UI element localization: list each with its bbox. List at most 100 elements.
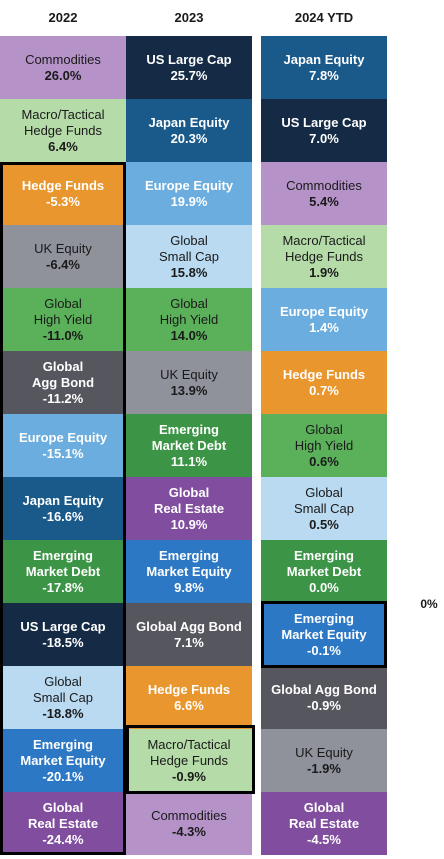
- cell-2023-emerging-market-debt: Emerging Market Debt 11.1%: [126, 414, 252, 477]
- cell-asset-name: Europe Equity: [144, 177, 234, 193]
- cell-2024-ytd-emerging-market-equity: Emerging Market Equity -0.1%: [261, 603, 387, 666]
- year-header-2023: 2023: [174, 9, 204, 25]
- cell-return-value: 10.9%: [170, 516, 208, 532]
- cell-2024-ytd-global-high-yield: Global High Yield 0.6%: [261, 414, 387, 477]
- cell-asset-name: Hedge Funds: [21, 177, 105, 193]
- year-header-2024-ytd: 2024 YTD: [294, 9, 354, 25]
- cell-return-value: 0.0%: [309, 579, 339, 595]
- cell-return-value: -6.4%: [46, 256, 80, 272]
- cell-2024-ytd-emerging-market-debt: Emerging Market Debt 0.0%: [261, 540, 387, 603]
- cell-2022-global-agg-bond: Global Agg Bond -11.2%: [0, 351, 126, 414]
- cell-return-value: -4.5%: [307, 831, 341, 847]
- cell-return-value: 6.6%: [174, 697, 204, 713]
- cell-asset-name: US Large Cap: [146, 51, 232, 67]
- cell-2022-global-real-estate: Global Real Estate -24.4%: [0, 792, 126, 855]
- cell-asset-name: Macro/Tactical Hedge Funds: [282, 232, 366, 264]
- cell-asset-name: Commodities: [25, 51, 101, 67]
- cell-2023-global-high-yield: Global High Yield 14.0%: [126, 288, 252, 351]
- cell-return-value: -0.9%: [172, 768, 206, 784]
- cell-2022-global-high-yield: Global High Yield -11.0%: [0, 288, 126, 351]
- cell-asset-name: Europe Equity: [18, 429, 108, 445]
- cell-return-value: 7.0%: [309, 130, 339, 146]
- cell-return-value: -15.1%: [42, 445, 84, 461]
- cell-asset-name: Japan Equity: [148, 114, 230, 130]
- cell-asset-name: Global Agg Bond: [136, 618, 242, 634]
- cell-return-value: -0.9%: [307, 697, 341, 713]
- cell-2023-europe-equity: Europe Equity 19.9%: [126, 162, 252, 225]
- cell-2024-ytd-global-small-cap: Global Small Cap 0.5%: [261, 477, 387, 540]
- cell-asset-name: Global High Yield: [33, 295, 93, 327]
- cell-2023-us-large-cap: US Large Cap 25.7%: [126, 36, 252, 99]
- cell-2024-ytd-us-large-cap: US Large Cap 7.0%: [261, 99, 387, 162]
- cell-asset-name: Global Small Cap: [159, 232, 219, 264]
- cell-asset-name: UK Equity: [34, 240, 92, 256]
- cell-2023-uk-equity: UK Equity 13.9%: [126, 351, 252, 414]
- cell-return-value: 0.7%: [309, 382, 339, 398]
- cell-asset-name: Global Real Estate: [153, 484, 225, 516]
- cell-return-value: 5.4%: [309, 193, 339, 209]
- cell-return-value: -16.6%: [42, 508, 84, 524]
- cell-asset-name: Commodities: [151, 807, 227, 823]
- cell-asset-name: Emerging Market Debt: [286, 547, 362, 579]
- year-header-2022: 2022: [48, 9, 78, 25]
- cell-return-value: 0.5%: [309, 516, 339, 532]
- cell-return-value: 9.8%: [174, 579, 204, 595]
- cell-return-value: 25.7%: [170, 67, 208, 83]
- cell-return-value: 14.0%: [170, 327, 208, 343]
- cell-asset-name: Emerging Market Equity: [20, 736, 106, 768]
- cell-asset-name: Macro/Tactical Hedge Funds: [147, 736, 231, 768]
- cell-return-value: -17.8%: [42, 579, 84, 595]
- cell-asset-name: Emerging Market Debt: [151, 421, 227, 453]
- cell-return-value: -5.3%: [46, 193, 80, 209]
- cell-return-value: 1.4%: [309, 319, 339, 335]
- cell-return-value: -11.2%: [42, 390, 84, 406]
- cell-asset-name: Global Small Cap: [294, 484, 354, 516]
- cell-return-value: 7.8%: [309, 67, 339, 83]
- cell-return-value: 20.3%: [170, 130, 208, 146]
- cell-asset-name: Hedge Funds: [147, 681, 231, 697]
- cell-return-value: -18.8%: [42, 705, 84, 721]
- cell-2024-ytd-japan-equity: Japan Equity 7.8%: [261, 36, 387, 99]
- cell-return-value: -20.1%: [42, 768, 84, 784]
- cell-return-value: 1.9%: [309, 264, 339, 280]
- cell-return-value: -4.3%: [172, 823, 206, 839]
- cell-asset-name: Global High Yield: [294, 421, 354, 453]
- cell-return-value: 26.0%: [44, 67, 82, 83]
- cell-2023-macro-tactical-hedge-funds: Macro/Tactical Hedge Funds -0.9%: [126, 729, 252, 792]
- cell-2023-commodities: Commodities -4.3%: [126, 792, 252, 855]
- cell-2022-emerging-market-debt: Emerging Market Debt -17.8%: [0, 540, 126, 603]
- cell-2024-ytd-hedge-funds: Hedge Funds 0.7%: [261, 351, 387, 414]
- cell-asset-name: Global High Yield: [159, 295, 219, 327]
- cell-return-value: 13.9%: [170, 382, 208, 398]
- cell-return-value: 19.9%: [170, 193, 208, 209]
- cell-2024-ytd-macro-tactical-hedge-funds: Macro/Tactical Hedge Funds 1.9%: [261, 225, 387, 288]
- cell-2023-global-real-estate: Global Real Estate 10.9%: [126, 477, 252, 540]
- cell-asset-name: Macro/Tactical Hedge Funds: [21, 106, 105, 138]
- cell-asset-name: US Large Cap: [281, 114, 367, 130]
- zero-percent-label: 0%: [420, 597, 438, 611]
- cell-2024-ytd-uk-equity: UK Equity -1.9%: [261, 729, 387, 792]
- cell-return-value: 7.1%: [174, 634, 204, 650]
- cell-asset-name: Global Small Cap: [33, 673, 93, 705]
- cell-asset-name: Global Real Estate: [288, 799, 360, 831]
- cell-asset-name: Commodities: [286, 177, 362, 193]
- cell-asset-name: Hedge Funds: [282, 366, 366, 382]
- cell-return-value: -11.0%: [42, 327, 84, 343]
- cell-asset-name: Emerging Market Debt: [25, 547, 101, 579]
- cell-2022-hedge-funds: Hedge Funds -5.3%: [0, 162, 126, 225]
- cell-asset-name: US Large Cap: [20, 618, 106, 634]
- cell-return-value: 11.1%: [170, 453, 208, 469]
- cell-2024-ytd-global-agg-bond: Global Agg Bond -0.9%: [261, 666, 387, 729]
- cell-asset-name: Global Agg Bond: [31, 358, 95, 390]
- cell-asset-name: Europe Equity: [279, 303, 369, 319]
- cell-return-value: 0.6%: [309, 453, 339, 469]
- cell-2023-hedge-funds: Hedge Funds 6.6%: [126, 666, 252, 729]
- cell-return-value: -18.5%: [42, 634, 84, 650]
- cell-asset-name: Emerging Market Equity: [146, 547, 232, 579]
- cell-return-value: 15.8%: [170, 264, 208, 280]
- cell-2023-japan-equity: Japan Equity 20.3%: [126, 99, 252, 162]
- cell-2022-macro-tactical-hedge-funds: Macro/Tactical Hedge Funds 6.4%: [0, 99, 126, 162]
- cell-2022-uk-equity: UK Equity -6.4%: [0, 225, 126, 288]
- cell-2023-global-agg-bond: Global Agg Bond 7.1%: [126, 603, 252, 666]
- cell-2023-emerging-market-equity: Emerging Market Equity 9.8%: [126, 540, 252, 603]
